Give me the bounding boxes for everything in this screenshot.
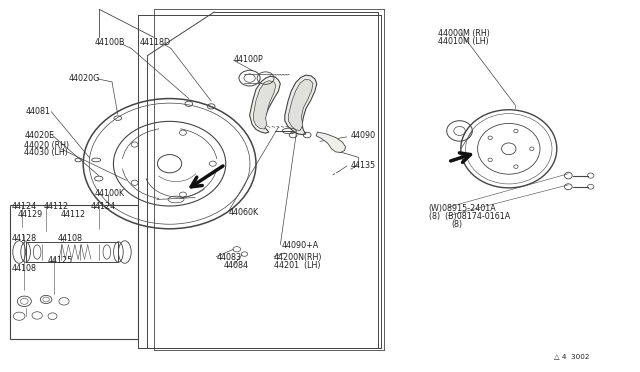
Text: 44100P: 44100P [234, 55, 263, 64]
Polygon shape [250, 76, 280, 133]
Polygon shape [285, 75, 317, 135]
Text: 44118D: 44118D [140, 38, 171, 47]
Text: 44020 (RH): 44020 (RH) [24, 141, 70, 150]
Text: 44124: 44124 [12, 202, 36, 211]
Text: (8)  (B)08174-0161A: (8) (B)08174-0161A [429, 212, 510, 221]
Text: 44128: 44128 [12, 234, 36, 243]
Text: 44020E: 44020E [24, 131, 54, 140]
Bar [10, 205, 138, 339]
Text: 44200N(RH): 44200N(RH) [274, 253, 323, 262]
Text: (8): (8) [451, 220, 462, 229]
Text: 44010M (LH): 44010M (LH) [438, 37, 489, 46]
Text: 44135: 44135 [351, 161, 376, 170]
Polygon shape [316, 132, 346, 153]
Text: △ 4  3002: △ 4 3002 [554, 353, 589, 359]
Polygon shape [289, 79, 313, 131]
Text: 44112: 44112 [44, 202, 68, 211]
Text: 44112: 44112 [61, 210, 86, 219]
Text: 44090: 44090 [351, 131, 376, 140]
Text: 44108: 44108 [58, 234, 83, 243]
Text: 44081: 44081 [26, 107, 51, 116]
Text: 44090+A: 44090+A [282, 241, 319, 250]
Text: 44201  (LH): 44201 (LH) [274, 262, 321, 270]
Text: 44100B: 44100B [95, 38, 125, 47]
Text: (W)08915-2401A: (W)08915-2401A [429, 204, 497, 213]
Text: 44083: 44083 [216, 253, 241, 262]
Text: 44084: 44084 [223, 262, 248, 270]
Text: 44108: 44108 [12, 264, 36, 273]
Text: 44124: 44124 [91, 202, 116, 211]
Text: 44020G: 44020G [69, 74, 100, 83]
Text: 44129: 44129 [18, 210, 43, 219]
Bar [26, 242, 118, 262]
Text: 44100K: 44100K [95, 189, 125, 198]
Polygon shape [253, 81, 276, 129]
Text: 44000M (RH): 44000M (RH) [438, 29, 490, 38]
Text: 44125: 44125 [48, 256, 73, 265]
Text: 44060K: 44060K [228, 208, 259, 217]
Text: 44030 (LH): 44030 (LH) [24, 148, 68, 157]
